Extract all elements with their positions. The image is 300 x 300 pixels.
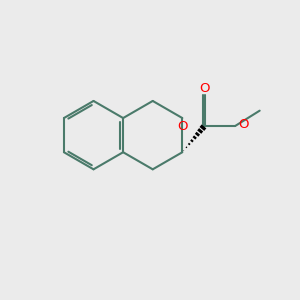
Text: O: O bbox=[238, 118, 249, 131]
Text: O: O bbox=[177, 120, 188, 133]
Text: O: O bbox=[199, 82, 210, 94]
